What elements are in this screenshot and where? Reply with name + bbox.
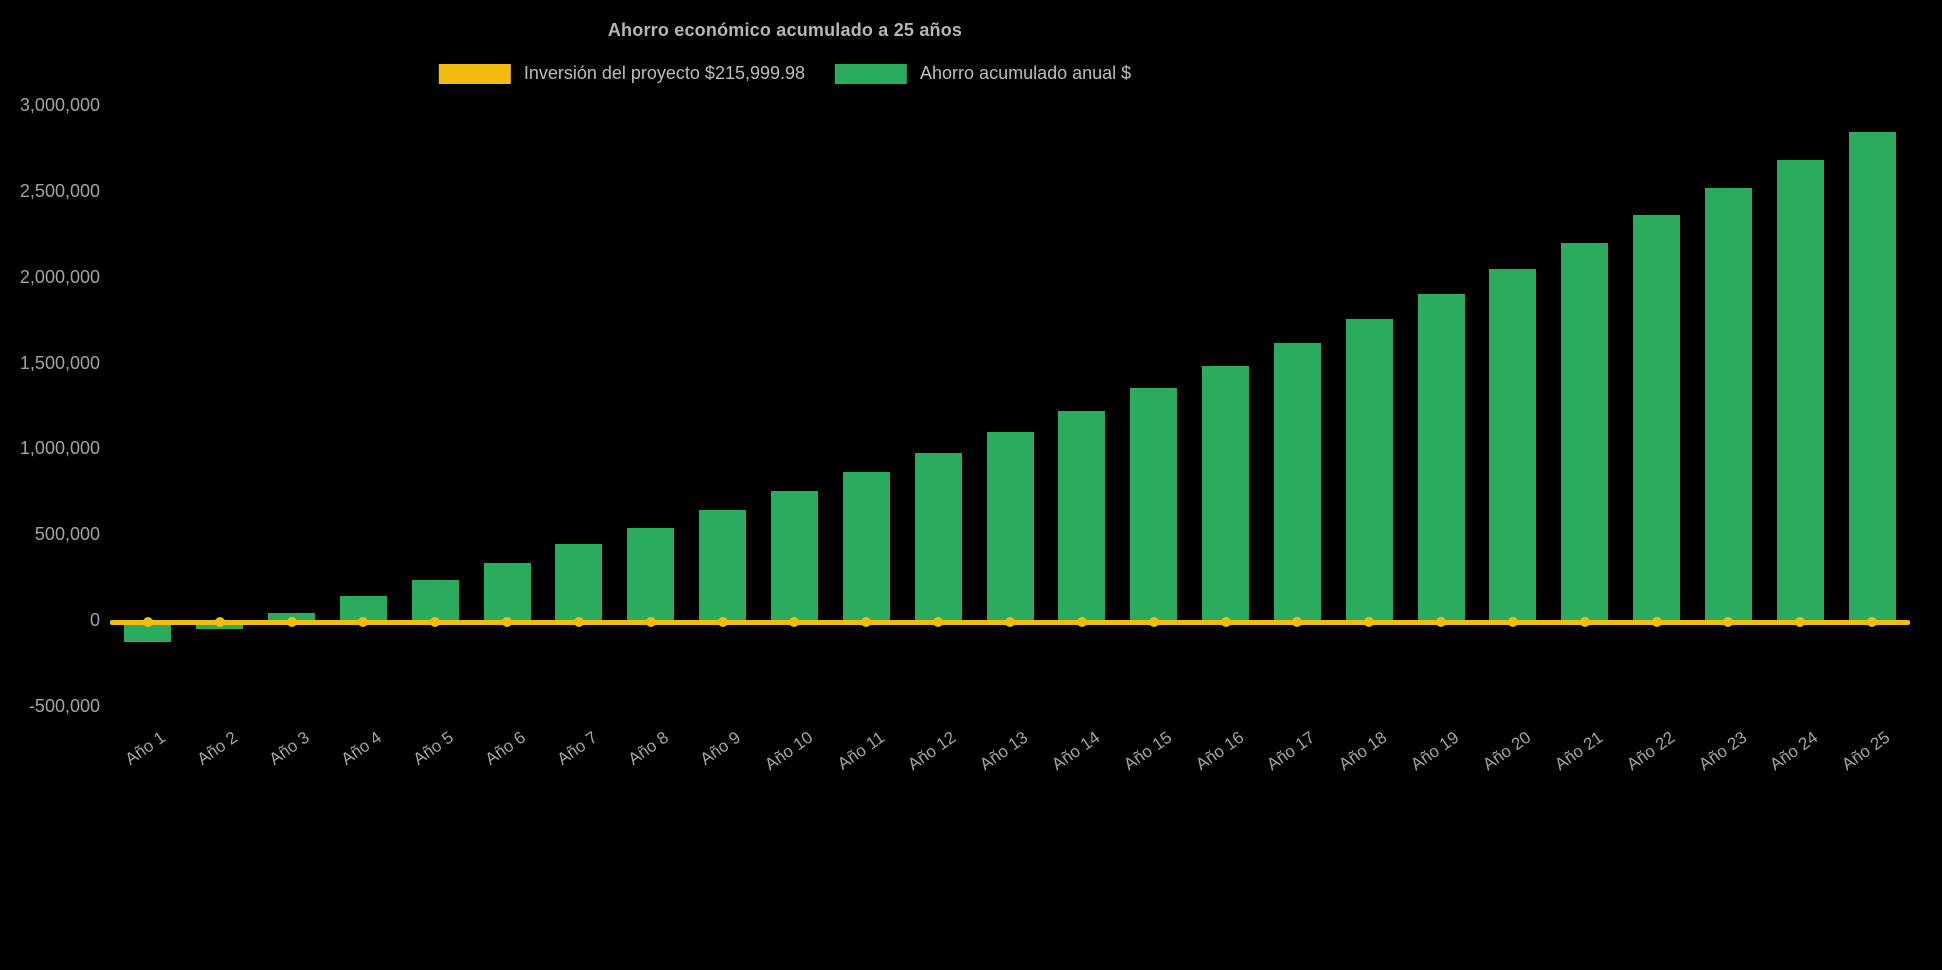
- bar-año-8[interactable]: [627, 528, 675, 620]
- x-axis-label: Año 18: [1335, 727, 1391, 775]
- x-axis-label: Año 5: [409, 727, 457, 769]
- bar-año-3[interactable]: [268, 613, 316, 620]
- investment-line-point: [286, 617, 297, 627]
- legend-label: Inversión del proyecto $215,999.98: [523, 63, 806, 83]
- bar-año-19[interactable]: [1417, 293, 1465, 620]
- x-axis-label: Año 4: [337, 727, 385, 769]
- bar-año-15[interactable]: [1130, 388, 1178, 620]
- x-axis-label: Año 3: [265, 727, 314, 769]
- investment-line-point: [645, 617, 656, 627]
- bar-año-14[interactable]: [1058, 410, 1106, 620]
- x-axis-label: Año 20: [1479, 727, 1535, 775]
- x-axis-label: Año 6: [481, 727, 529, 769]
- bar-año-9[interactable]: [699, 510, 747, 620]
- investment-line-point: [1076, 617, 1087, 627]
- bar-año-21[interactable]: [1561, 243, 1609, 620]
- x-axis-label: Año 16: [1191, 727, 1247, 775]
- x-axis-label: Año 15: [1120, 727, 1176, 775]
- investment-line-point: [502, 617, 513, 627]
- x-axis-label: Año 21: [1551, 727, 1607, 775]
- bar-año-13[interactable]: [986, 432, 1034, 620]
- investment-line-point: [214, 617, 225, 627]
- x-axis-label: Año 22: [1622, 727, 1679, 775]
- x-axis-label: Año 2: [193, 727, 242, 769]
- y-axis-label: 2,000,000: [19, 266, 100, 287]
- y-axis-label: 3,000,000: [19, 95, 100, 115]
- investment-line-point: [1364, 617, 1375, 627]
- x-axis-label: Año 11: [833, 727, 888, 774]
- x-axis-label: Año 25: [1838, 727, 1894, 775]
- x-axis-label: Año 7: [553, 727, 601, 769]
- investment-line-point: [717, 617, 728, 627]
- y-axis-label: -500,000: [28, 695, 100, 716]
- bar-año-24[interactable]: [1776, 159, 1824, 620]
- bar-año-20[interactable]: [1489, 268, 1537, 620]
- investment-line-point: [1723, 617, 1734, 627]
- investment-line-point: [1436, 617, 1447, 627]
- legend-label: Ahorro acumulado anual $: [920, 63, 1132, 83]
- legend-swatch-ahorro-acumulado: [835, 63, 908, 84]
- x-axis-label: Año 9: [696, 727, 745, 769]
- investment-line-point: [142, 617, 153, 627]
- x-axis-label: Año 1: [122, 727, 170, 769]
- x-axis-label: Año 24: [1766, 727, 1822, 775]
- investment-line-point: [430, 617, 441, 627]
- x-axis-label: Año 23: [1694, 727, 1750, 775]
- investment-line-point: [573, 617, 584, 627]
- investment-line-point: [1220, 617, 1231, 627]
- y-axis-label: 0: [89, 610, 100, 630]
- investment-line-point: [1005, 617, 1015, 627]
- chart-title: Ahorro económico acumulado a 25 años: [607, 20, 963, 40]
- x-axis-label: Año 10: [760, 727, 816, 775]
- x-axis-label: Año 8: [624, 727, 673, 769]
- investment-line-point: [1867, 617, 1878, 627]
- bar-año-4[interactable]: [339, 595, 387, 620]
- investment-line-point: [789, 617, 800, 627]
- investment-line-point: [933, 617, 944, 627]
- bar-año-10[interactable]: [770, 491, 818, 620]
- investment-line-point: [1795, 617, 1806, 627]
- x-axis-label: Año 12: [904, 727, 960, 775]
- bar-año-1[interactable]: [124, 620, 172, 643]
- investment-line-point: [358, 617, 369, 627]
- bar-año-18[interactable]: [1345, 318, 1393, 620]
- investment-line-point: [1148, 617, 1159, 627]
- bar-año-25[interactable]: [1848, 131, 1896, 620]
- bar-año-6[interactable]: [483, 563, 531, 620]
- legend-item-ahorro-acumulado[interactable]: Ahorro acumulado anual $: [835, 63, 1131, 84]
- investment-line-point: [1579, 617, 1590, 627]
- investment-line-point: [861, 617, 872, 627]
- x-axis-label: Año 13: [976, 727, 1032, 775]
- bar-año-23[interactable]: [1704, 188, 1752, 620]
- legend-item-inversion-proyecto[interactable]: Inversión del proyecto $215,999.98: [438, 63, 806, 84]
- y-axis-label: 500,000: [34, 524, 100, 545]
- bar-año-22[interactable]: [1633, 214, 1681, 620]
- investment-line-point: [1507, 617, 1518, 627]
- legend-swatch-inversion-proyecto: [438, 63, 511, 84]
- y-axis-label: 2,500,000: [19, 180, 100, 201]
- y-axis-label: 1,500,000: [19, 352, 100, 373]
- investment-line-point: [1292, 617, 1303, 627]
- bar-año-17[interactable]: [1273, 342, 1321, 620]
- chart-legend: Inversión del proyecto $215,999.98 Ahorro…: [438, 63, 1131, 84]
- x-axis-label: Año 14: [1048, 727, 1104, 775]
- investment-line-point: [1651, 617, 1662, 627]
- y-axis-label: 1,000,000: [19, 438, 100, 459]
- x-axis-label: Año 19: [1407, 727, 1463, 775]
- bar-año-16[interactable]: [1202, 365, 1250, 620]
- bar-año-7[interactable]: [555, 544, 603, 620]
- x-axis-label: Año 17: [1263, 727, 1319, 775]
- bar-año-5[interactable]: [411, 579, 459, 620]
- bar-año-12[interactable]: [914, 452, 962, 620]
- bar-año-11[interactable]: [842, 472, 890, 620]
